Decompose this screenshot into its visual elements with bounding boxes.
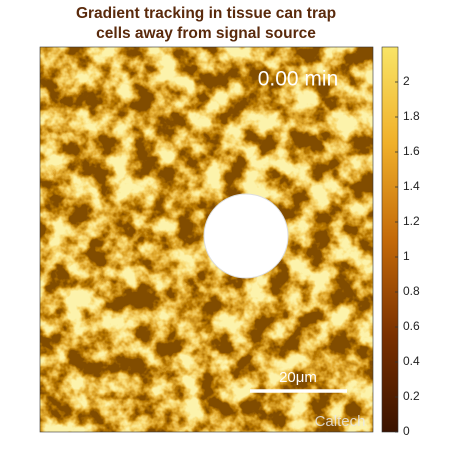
- colorbar-tick-label: 1: [403, 249, 410, 263]
- plot-frame: [39, 46, 374, 433]
- colorbar-tick-label: 2: [403, 74, 410, 88]
- colorbar-tick-label: 0.6: [403, 319, 420, 333]
- colorbar-tick-label: 0.2: [403, 389, 420, 403]
- watermark: Caltech: [315, 413, 366, 430]
- colorbar-tick-label: 0.4: [403, 354, 420, 368]
- chart-title: Gradient tracking in tissue can trap: [76, 5, 336, 22]
- time-label: 0.00 min: [258, 68, 339, 91]
- colorbar-tick-label: 1.8: [403, 109, 420, 123]
- colorbar-tick-label: 1.4: [403, 179, 420, 193]
- chart-title: cells away from signal source: [96, 25, 316, 42]
- colorbar: [381, 46, 399, 433]
- signal-source: [203, 193, 289, 279]
- colorbar-tick-label: 0.8: [403, 284, 420, 298]
- colorbar-tick-label: 1.6: [403, 144, 420, 158]
- scale-bar-label: 20μm: [279, 369, 317, 386]
- colorbar-tick-label: 1.2: [403, 214, 420, 228]
- colorbar-tick-label: 0: [403, 424, 410, 438]
